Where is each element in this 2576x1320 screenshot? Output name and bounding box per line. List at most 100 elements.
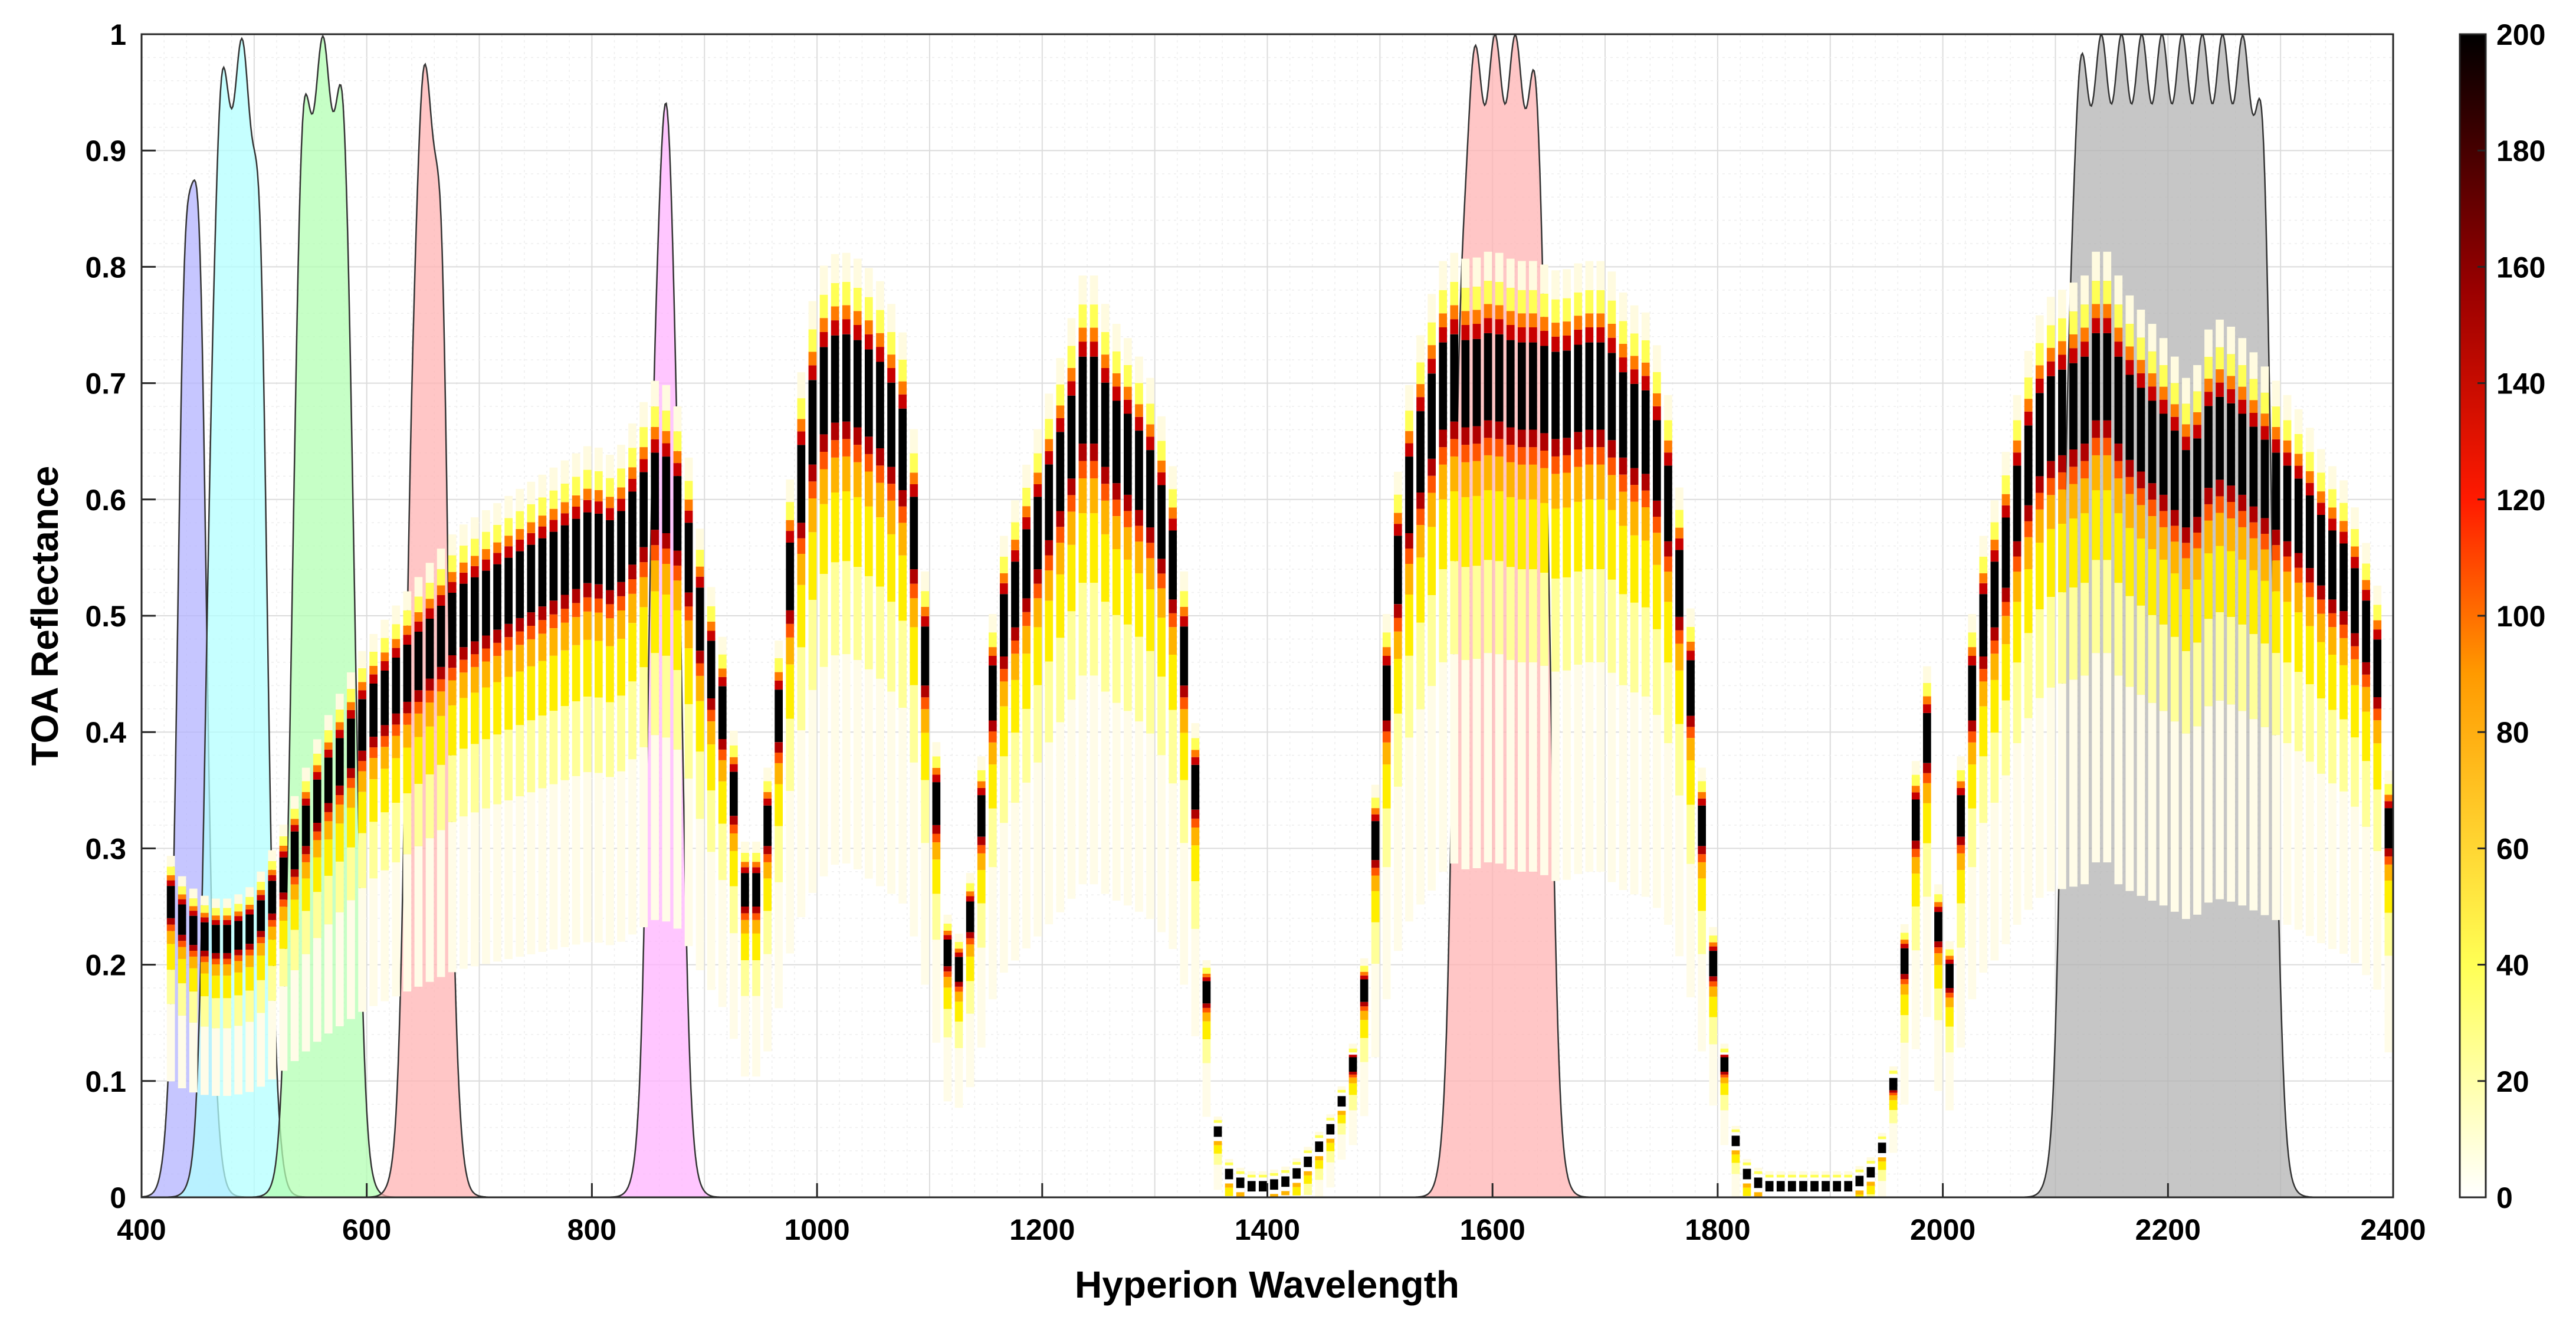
density-segment xyxy=(212,898,220,908)
density-segment xyxy=(290,876,299,885)
density-segment xyxy=(2351,737,2359,807)
density-segment xyxy=(1979,706,1988,757)
density-segment xyxy=(403,625,412,635)
density-segment xyxy=(1574,329,1583,345)
x-axis-title: Hyperion Wavelength xyxy=(1075,1263,1459,1306)
density-segment xyxy=(1833,1181,1841,1192)
density-segment xyxy=(1461,311,1470,325)
density-segment xyxy=(1607,457,1616,475)
density-segment xyxy=(1923,704,1931,713)
density-segment xyxy=(1968,647,1977,656)
density-segment xyxy=(336,823,344,862)
density-segment xyxy=(2204,706,2213,903)
density-segment xyxy=(403,747,412,793)
density-segment xyxy=(1518,327,1526,343)
density-segment xyxy=(1911,799,1920,841)
density-segment xyxy=(977,770,986,782)
density-segment xyxy=(2362,563,2370,580)
density-segment xyxy=(178,904,186,935)
density-segment xyxy=(2249,506,2258,523)
density-segment xyxy=(898,408,907,490)
density-segment xyxy=(2069,348,2078,363)
density-segment xyxy=(1259,1181,1267,1192)
density-segment xyxy=(482,661,490,688)
density-segment xyxy=(2351,633,2359,646)
density-segment xyxy=(1990,627,1999,641)
density-segment xyxy=(572,617,580,645)
density-segment xyxy=(865,268,873,297)
density-segment xyxy=(1540,293,1548,317)
density-segment xyxy=(1990,562,1999,628)
density-segment xyxy=(1000,669,1008,682)
density-segment xyxy=(448,593,457,655)
density-segment xyxy=(1112,400,1121,484)
density-segment xyxy=(1461,340,1470,428)
density-segment xyxy=(313,857,321,892)
density-segment xyxy=(954,953,963,957)
density-segment xyxy=(797,372,806,399)
density-segment xyxy=(1619,594,1627,685)
density-segment xyxy=(921,697,930,710)
density-segment xyxy=(1686,642,1695,651)
density-segment xyxy=(2305,684,2314,762)
density-segment xyxy=(606,590,614,605)
density-segment xyxy=(212,925,220,953)
density-segment xyxy=(1202,1012,1211,1022)
density-segment xyxy=(876,586,884,679)
density-segment xyxy=(1968,632,1977,648)
density-segment xyxy=(921,616,930,627)
density-segment xyxy=(166,931,175,944)
density-segment xyxy=(786,637,795,665)
density-segment xyxy=(2362,687,2370,712)
density-segment xyxy=(482,739,490,809)
density-segment xyxy=(1900,924,1909,933)
density-segment xyxy=(1878,1170,1886,1181)
density-segment xyxy=(324,839,333,876)
density-segment xyxy=(730,745,738,757)
density-segment xyxy=(730,933,738,1039)
density-segment xyxy=(1900,984,1909,995)
density-segment xyxy=(1439,327,1448,343)
density-segment xyxy=(1641,340,1650,363)
density-segment xyxy=(527,544,536,613)
density-segment xyxy=(943,935,952,940)
density-segment xyxy=(2362,827,2370,976)
density-segment xyxy=(932,940,941,1043)
density-segment xyxy=(763,954,772,1052)
density-segment xyxy=(1225,1159,1233,1163)
density-segment xyxy=(1607,353,1616,441)
density-segment xyxy=(324,715,333,731)
density-segment xyxy=(1405,549,1413,564)
density-segment xyxy=(2294,409,2303,434)
density-segment xyxy=(819,331,828,347)
density-segment xyxy=(403,793,412,855)
density-segment xyxy=(1990,550,1999,562)
density-segment xyxy=(2013,743,2022,925)
density-segment xyxy=(1202,981,1211,1004)
density-segment xyxy=(1157,441,1166,461)
density-segment xyxy=(1596,313,1605,327)
density-segment xyxy=(1371,797,1380,809)
density-segment xyxy=(1957,770,1965,782)
density-segment xyxy=(358,699,366,751)
density-segment xyxy=(617,498,625,511)
density-segment xyxy=(1202,1039,1211,1063)
density-segment xyxy=(1371,922,1380,964)
density-segment xyxy=(1911,857,1920,874)
density-segment xyxy=(1382,647,1391,656)
density-segment xyxy=(2148,483,2157,500)
density-segment xyxy=(977,870,986,904)
density-segment xyxy=(989,808,997,868)
density-segment xyxy=(989,742,997,765)
x-axis-ticks: 400 600 800 1000 1200 1400 1600 1800 2000 2200 240… xyxy=(117,1183,2426,1246)
density-segment xyxy=(1180,709,1189,733)
density-segment xyxy=(1022,782,1031,949)
density-segment xyxy=(1607,510,1616,580)
density-segment xyxy=(2294,454,2303,466)
density-segment xyxy=(1191,809,1200,819)
density-segment xyxy=(234,955,242,961)
density-segment xyxy=(1146,403,1154,425)
density-segment xyxy=(1472,310,1481,324)
density-segment xyxy=(549,784,558,950)
density-segment xyxy=(1202,1007,1211,1013)
